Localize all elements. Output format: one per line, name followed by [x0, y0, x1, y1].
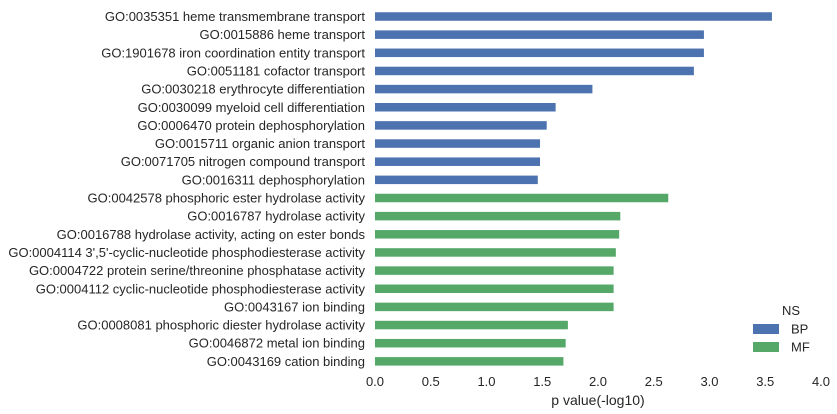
bar-bp	[375, 103, 556, 112]
bar-mf	[375, 248, 616, 257]
category-label: GO:0035351 heme transmembrane transport	[105, 9, 366, 24]
x-tick-label: 3.0	[700, 374, 718, 389]
legend: NS BP MF	[753, 303, 810, 355]
legend-label-bp: BP	[791, 322, 808, 337]
x-tick-label: 2.5	[645, 374, 663, 389]
bars-layer	[375, 12, 772, 366]
bar-bp	[375, 48, 704, 58]
bar-bp	[375, 66, 694, 76]
category-label: GO:0004112 cyclic-nucleotide phosphodies…	[36, 281, 366, 296]
category-label: GO:1901678 iron coordination entity tran…	[101, 45, 365, 60]
bar-bp	[375, 121, 547, 130]
bar-mf	[375, 357, 564, 366]
category-label: GO:0015711 organic anion transport	[155, 136, 365, 151]
x-axis-label: p value(-log10)	[551, 392, 644, 408]
bar-bp	[375, 175, 538, 185]
x-tick-label: 3.5	[756, 374, 774, 389]
category-label: GO:0016311 dephosphorylation	[182, 172, 365, 187]
category-labels: GO:0035351 heme transmembrane transport G…	[8, 9, 365, 369]
bar-mf	[375, 266, 614, 275]
category-label: GO:0004114 3',5'-cyclic-nucleotide phosp…	[8, 245, 365, 260]
bar-mf	[375, 284, 614, 293]
legend-label-mf: MF	[791, 340, 810, 355]
bar-bp	[375, 139, 541, 148]
bar-mf	[375, 230, 620, 239]
category-label: GO:0015886 heme transport	[200, 27, 366, 42]
category-label: GO:0071705 nitrogen compound transport	[121, 154, 366, 169]
category-label: GO:0043167 ion binding	[224, 299, 365, 314]
category-label: GO:0043169 cation binding	[207, 354, 365, 369]
legend-swatch-bp	[753, 324, 779, 334]
bar-bp	[375, 12, 772, 21]
legend-items: BP MF	[753, 322, 810, 355]
x-tick-labels: 0.0 0.5 1.0 1.5 2.0 2.5 3.0 3.5 4.0	[366, 374, 830, 389]
category-label: GO:0006470 protein dephosphorylation	[137, 118, 365, 133]
category-label: GO:0042578 phosphoric ester hydrolase ac…	[88, 191, 366, 206]
category-label: GO:0030099 myeloid cell differentiation	[138, 100, 365, 115]
bar-mf	[375, 338, 566, 348]
x-tick-label: 4.0	[812, 374, 830, 389]
bar-mf	[375, 320, 568, 330]
x-tick-label: 0.5	[422, 374, 440, 389]
category-label: GO:0051181 cofactor transport	[187, 63, 366, 78]
category-label: GO:0008081 phosphoric diester hydrolase …	[77, 318, 365, 333]
bar-bp	[375, 157, 541, 166]
x-tick-label: 1.5	[533, 374, 551, 389]
category-label: GO:0046872 metal ion binding	[189, 336, 365, 351]
category-label: GO:0016787 hydrolase activity	[187, 209, 365, 224]
bar-mf	[375, 211, 621, 221]
bar-mf	[375, 193, 669, 203]
bar-bp	[375, 84, 593, 94]
x-tick-label: 0.0	[366, 374, 384, 389]
x-tick-label: 1.0	[477, 374, 495, 389]
category-label: GO:0004722 protein serine/threonine phos…	[29, 263, 366, 278]
bar-mf	[375, 302, 614, 312]
legend-title: NS	[782, 303, 800, 318]
legend-swatch-mf	[753, 342, 779, 352]
x-tick-label: 2.0	[589, 374, 607, 389]
bar-bp	[375, 30, 704, 39]
category-label: GO:0030218 erythrocyte differentiation	[141, 82, 365, 97]
category-label: GO:0016788 hydrolase activity, acting on…	[57, 227, 366, 242]
